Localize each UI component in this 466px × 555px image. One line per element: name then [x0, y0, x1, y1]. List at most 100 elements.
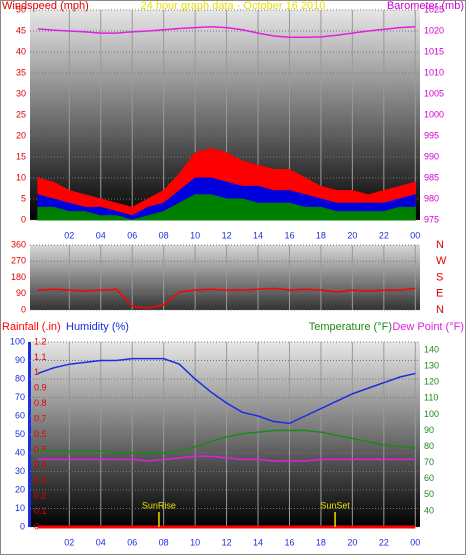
x-tick-label: 14 — [253, 230, 263, 240]
tick-label: 30 — [16, 88, 26, 98]
line — [37, 429, 416, 454]
x-tick-label: 12 — [222, 537, 232, 547]
tick-label: 0.4 — [34, 460, 47, 470]
x-tick-label: 08 — [159, 230, 169, 240]
tick-label: 60 — [15, 410, 25, 420]
tick-label: 0.2 — [34, 491, 47, 501]
legend-label: Rainfall (.in) — [2, 321, 61, 333]
tick-label: 360 — [11, 239, 26, 249]
legend-label: Dew Point (°F) — [392, 321, 464, 333]
tick-label: 80 — [424, 441, 434, 451]
tick-label: 25 — [16, 109, 26, 119]
tick-label: 30 — [15, 466, 25, 476]
area — [37, 194, 416, 221]
tick-label: 1010 — [424, 67, 444, 77]
x-tick-label: 22 — [379, 230, 389, 240]
tick-label: S — [436, 271, 443, 283]
tick-label: 90 — [15, 355, 25, 365]
tick-label: 0.9 — [34, 383, 47, 393]
tick-label: 60 — [424, 473, 434, 483]
tick-label: 100 — [424, 409, 439, 419]
tick-label: 110 — [424, 393, 438, 403]
x-tick-label: 16 — [284, 230, 294, 240]
tick-label: 140 — [424, 344, 439, 354]
tick-label: 45 — [16, 25, 26, 35]
line — [37, 357, 416, 425]
x-tick-label: 14 — [253, 537, 263, 547]
tick-label: 0 — [20, 521, 25, 531]
x-tick-label: 06 — [127, 230, 137, 240]
tick-label: 15 — [16, 151, 26, 161]
chart-title: 24 hour graph data - October 16 2010 — [141, 0, 326, 12]
tick-label: 1 — [34, 367, 39, 377]
tick-label: 120 — [424, 377, 439, 387]
humidity-axis — [28, 342, 31, 527]
tick-label: 10 — [16, 172, 26, 182]
tick-label: 0.8 — [34, 398, 47, 408]
tick-label: 80 — [15, 373, 25, 383]
tick-label: 1005 — [424, 88, 444, 98]
tick-label: 50 — [424, 489, 434, 499]
line — [37, 26, 416, 39]
tick-label: 130 — [424, 361, 439, 371]
annotation: SunSet — [320, 500, 350, 510]
tick-label: 70 — [424, 457, 434, 467]
tick-label: 1020 — [424, 25, 444, 35]
tick-label: 995 — [424, 130, 439, 140]
tick-label: 0 — [21, 304, 26, 314]
tick-label: 100 — [10, 336, 25, 346]
tick-label: N — [436, 239, 444, 251]
x-tick-label: 02 — [64, 537, 74, 547]
tick-label: 1.2 — [34, 336, 47, 346]
tick-label: 0 — [34, 521, 39, 531]
tick-label: 0.7 — [34, 413, 47, 423]
tick-label: 35 — [16, 67, 26, 77]
tick-label: 20 — [16, 130, 26, 140]
x-tick-label: 16 — [284, 537, 294, 547]
x-tick-label: 20 — [347, 537, 357, 547]
tick-label: 90 — [16, 288, 26, 298]
tick-label: 180 — [11, 272, 26, 282]
tick-label: E — [436, 288, 443, 300]
tick-label: 0.1 — [34, 506, 47, 516]
tick-label: 0.6 — [34, 429, 47, 439]
tick-label: 40 — [424, 505, 434, 515]
x-tick-label: 04 — [96, 230, 106, 240]
x-tick-label: 18 — [316, 537, 326, 547]
tick-label: 1015 — [424, 46, 444, 56]
x-tick-label: 04 — [96, 537, 106, 547]
annotation: SunRise — [142, 500, 176, 510]
line — [37, 455, 416, 462]
x-tick-label: 08 — [159, 537, 169, 547]
y2-axis-label: Barometer (mb) — [387, 0, 464, 12]
tick-label: 5 — [21, 193, 26, 203]
tick-label: 0 — [21, 214, 26, 224]
tick-label: N — [436, 304, 444, 316]
y-axis-label: Windspeed (mph) — [2, 0, 89, 12]
x-tick-label: 12 — [222, 230, 232, 240]
tick-label: 40 — [16, 46, 26, 56]
tick-label: 980 — [424, 193, 439, 203]
tick-label: 50 — [15, 429, 25, 439]
tick-label: W — [436, 255, 447, 267]
tick-label: 70 — [15, 392, 25, 402]
tick-label: 975 — [424, 214, 439, 224]
x-tick-label: 18 — [316, 230, 326, 240]
x-tick-label: 00 — [410, 230, 420, 240]
tick-label: 20 — [15, 484, 25, 494]
x-tick-label: 20 — [347, 230, 357, 240]
tick-label: 50 — [16, 4, 26, 14]
tick-label: 40 — [15, 447, 25, 457]
tick-label: 985 — [424, 172, 439, 182]
tick-label: 1000 — [424, 109, 444, 119]
x-tick-label: 02 — [64, 230, 74, 240]
x-tick-label: 06 — [127, 537, 137, 547]
x-tick-label: 10 — [190, 537, 200, 547]
legend-label: Humidity (%) — [66, 321, 129, 333]
tick-label: 1.1 — [34, 352, 47, 362]
x-tick-label: 10 — [190, 230, 200, 240]
tick-label: 0.5 — [34, 444, 47, 454]
x-tick-label: 00 — [410, 537, 420, 547]
tick-label: 1025 — [424, 4, 444, 14]
